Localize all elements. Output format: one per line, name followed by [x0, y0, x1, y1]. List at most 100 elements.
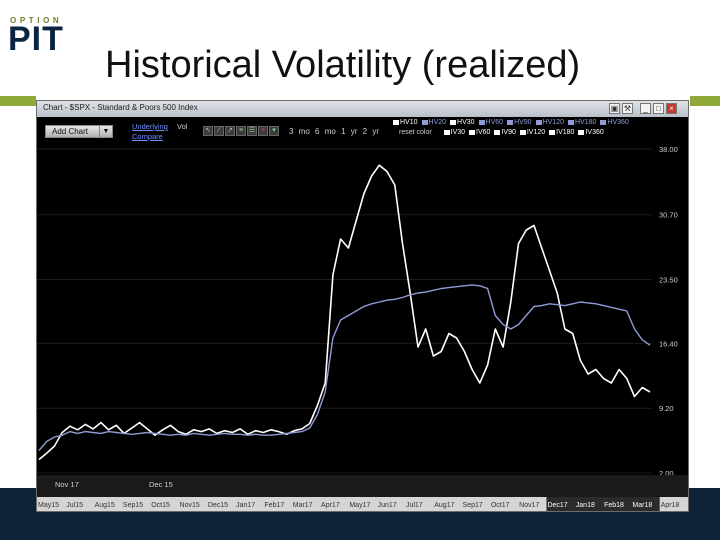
y-tick-label: 2.00	[659, 469, 674, 478]
accent-bar-right	[690, 96, 720, 106]
range-2yr[interactable]: 2 yr	[362, 127, 379, 136]
legend-label: IV60	[476, 129, 491, 136]
vol-label: Vol	[177, 122, 188, 131]
horizontal-line-icon[interactable]: ≡	[236, 126, 246, 136]
legend-item-hv180[interactable]: HV180	[567, 119, 596, 126]
timeline-navigator[interactable]: May15 Jul15 Aug15 Sep15 Oct15 Nov15 Dec15 Jan17…	[37, 497, 688, 511]
legend-swatch	[450, 119, 457, 125]
close-icon[interactable]: ×	[666, 103, 677, 114]
timeline-label: Mar18	[632, 502, 652, 509]
reset-color-button[interactable]: reset color	[399, 129, 432, 136]
timeline-label: Jul17	[406, 502, 423, 509]
timeline-label: Oct15	[151, 502, 170, 509]
timeline-label: Nov15	[180, 502, 200, 509]
legend-label: HV120	[542, 119, 564, 126]
timeline-label: Apr17	[321, 502, 340, 509]
chevron-down-icon[interactable]: ▼	[99, 126, 112, 137]
slide-title: Historical Volatility (realized)	[105, 44, 581, 86]
range-6mo[interactable]: 6 mo	[315, 127, 336, 136]
timeline-label: Dec17	[547, 502, 567, 509]
legend-item-iv90[interactable]: IV90	[494, 129, 516, 136]
add-chart-button[interactable]: Add Chart ▼	[45, 125, 113, 138]
x-tick-label: Dec 15	[149, 480, 173, 489]
timeline-label: Nov17	[519, 502, 539, 509]
timeline-label: Feb18	[604, 502, 624, 509]
legend-label: IV180	[556, 129, 575, 136]
line-tool-icon[interactable]: ∕	[214, 126, 224, 136]
underlying-link[interactable]: Underlying	[132, 122, 168, 131]
timeline-label: Jan17	[236, 502, 255, 509]
legend-label: IV30	[450, 129, 466, 136]
y-tick-label: 23.50	[659, 276, 678, 285]
legend-swatch	[421, 119, 428, 125]
series-line-white	[38, 164, 651, 461]
legend-item-iv60[interactable]: IV60	[469, 129, 490, 136]
legend-row-iv: reset color IV30 IV60 IV90 IV120 IV180 IV360	[393, 129, 689, 139]
legend-item-hv20[interactable]: HV20	[421, 119, 447, 126]
minimize-icon[interactable]: _	[640, 103, 651, 114]
y-tick-label: 16.40	[659, 339, 678, 348]
range-selector: 3 mo 6 mo 1 yr 2 yr	[289, 127, 379, 136]
tools-chevron-down-icon[interactable]: ▾	[269, 126, 279, 136]
x-axis-strip	[37, 475, 688, 497]
legend-swatch	[578, 129, 585, 135]
legend-item-hv120[interactable]: HV120	[535, 119, 564, 126]
window-title: Chart - $SPX - Standard & Poors 500 Inde…	[43, 103, 198, 112]
timeline-label: Jul15	[66, 502, 83, 509]
ray-tool-icon[interactable]: ↗	[225, 126, 235, 136]
legend-label: IV90	[501, 129, 516, 136]
legend-label: HV30	[457, 119, 475, 126]
legend-item-hv360[interactable]: HV360	[600, 119, 629, 126]
fib-tool-icon[interactable]: ☰	[247, 126, 257, 136]
timeline-axis: May15 Jul15 Aug15 Sep15 Oct15 Nov15 Dec15 Jan17…	[38, 497, 680, 511]
legend-label: IV360	[585, 129, 604, 136]
legend-item-iv120[interactable]: IV120	[519, 129, 545, 136]
compare-link[interactable]: Compare	[132, 132, 163, 141]
chart-toolbar: Add Chart ▼ Underlying Vol Compare ↖ ∕ ↗ ≡ ☰…	[37, 117, 688, 147]
legend-swatch	[478, 119, 485, 125]
cursor-icon[interactable]: ↖	[203, 126, 213, 136]
maximize-icon[interactable]: □	[653, 103, 664, 114]
legend-swatch	[469, 129, 476, 135]
legend-item-iv180[interactable]: IV180	[549, 129, 574, 136]
timeline-label: Aug15	[95, 502, 115, 509]
y-tick-label: 30.70	[659, 211, 678, 220]
legend-item-iv30[interactable]: IV30	[443, 129, 466, 136]
range-1yr[interactable]: 1 yr	[341, 127, 358, 136]
legend-item-hv90[interactable]: HV90	[507, 119, 532, 126]
legend-label: HV10	[400, 119, 418, 126]
legend-item-hv30[interactable]: HV30	[450, 119, 475, 126]
legend-label: HV90	[514, 119, 532, 126]
legend-swatch	[519, 129, 526, 135]
legend-swatch	[443, 129, 450, 135]
timeline-label: Jan18	[576, 502, 595, 509]
timeline-label: Mar17	[293, 502, 313, 509]
timeline-label: Sep15	[123, 502, 143, 509]
delete-drawing-icon[interactable]: ×	[258, 126, 268, 136]
legend-label: HV360	[607, 119, 629, 126]
y-tick-label: 38.00	[659, 147, 678, 154]
legend-item-iv360[interactable]: IV360	[578, 129, 604, 136]
legend-swatch	[567, 119, 574, 125]
timeline-label: Dec15	[208, 502, 228, 509]
timeline-label: Oct17	[491, 502, 510, 509]
legend-row-hv: HV10 HV20 HV30 HV60 HV90 HV120 HV180 HV360	[393, 119, 689, 129]
legend-swatch	[393, 119, 399, 125]
chart-window: Chart - $SPX - Standard & Poors 500 Inde…	[36, 100, 689, 512]
timeline-label: Apr18	[661, 502, 680, 509]
legend-swatch	[600, 119, 607, 125]
camera-icon[interactable]: ▣	[609, 103, 620, 114]
logo-top-text: OPTION	[10, 16, 63, 25]
add-chart-label: Add Chart	[52, 127, 89, 136]
range-3mo[interactable]: 3 mo	[289, 127, 310, 136]
window-titlebar[interactable]: Chart - $SPX - Standard & Poors 500 Inde…	[37, 101, 688, 117]
legend-item-hv60[interactable]: HV60	[478, 119, 504, 126]
legend-swatch	[507, 119, 514, 125]
legend-item-hv10[interactable]: HV10	[393, 119, 418, 126]
timeline-label: May17	[349, 502, 370, 509]
wrench-icon[interactable]: ⚒	[622, 103, 633, 114]
legend-label: HV20	[428, 119, 447, 126]
legend-label: HV60	[485, 119, 504, 126]
timeline-selection[interactable]	[546, 497, 660, 511]
timeline-label: Aug17	[434, 502, 454, 509]
